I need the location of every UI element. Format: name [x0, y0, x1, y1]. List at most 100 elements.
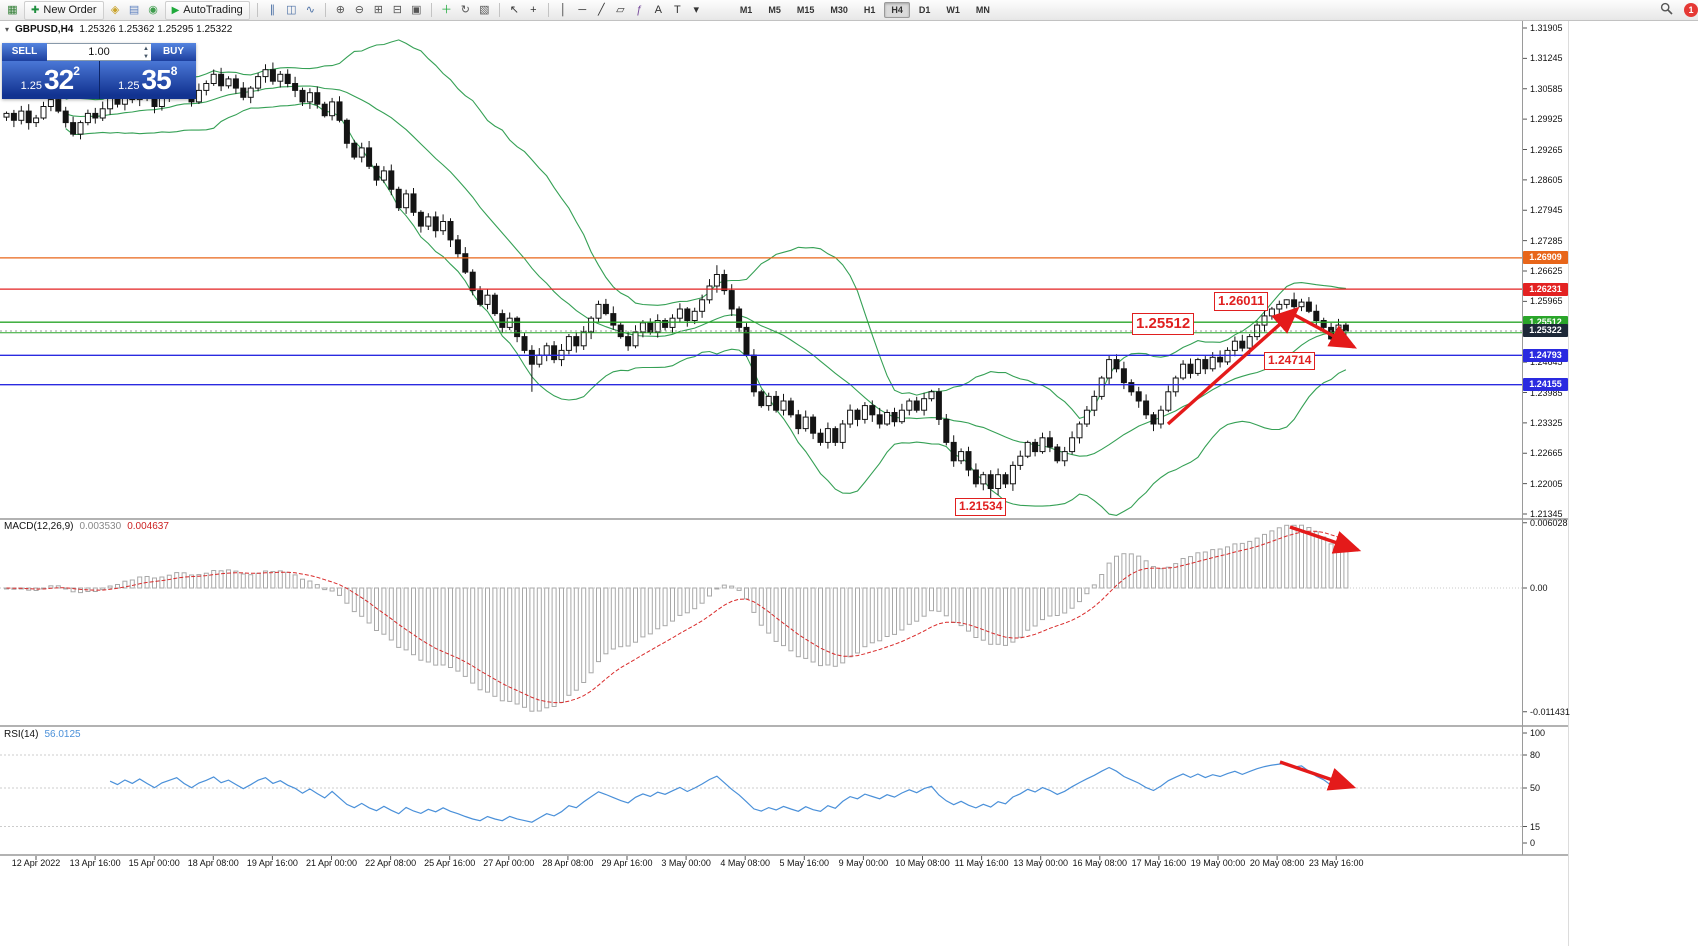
- bar-chart-icon[interactable]: ∥: [269, 4, 276, 16]
- timeframe-h4[interactable]: H4: [884, 2, 910, 18]
- time-axis-label: 3 May 00:00: [661, 858, 711, 868]
- volume-spinner[interactable]: ▲ ▼: [143, 45, 149, 61]
- sell-price-big: 32: [44, 64, 74, 95]
- horizontal-line-icon[interactable]: ─: [578, 4, 587, 16]
- timeframe-w1[interactable]: W1: [946, 5, 960, 15]
- price-axis-label: 1.27945: [1530, 205, 1563, 216]
- sell-button[interactable]: SELL: [2, 43, 47, 61]
- buy-button[interactable]: BUY: [151, 43, 196, 61]
- time-axis-label: 17 May 16:00: [1131, 858, 1187, 868]
- price-axis-label: 1.27285: [1530, 235, 1563, 246]
- rsi-axis-label: 15: [1530, 821, 1541, 832]
- resistance-price-callout: 1.25512: [1132, 313, 1195, 335]
- time-axis-label: 29 Apr 16:00: [601, 858, 653, 868]
- toolbar-separator: [547, 3, 549, 17]
- time-axis-label: 25 Apr 16:00: [424, 858, 476, 868]
- macd-axis-label: -0.011431: [1530, 706, 1570, 717]
- crosshair-icon[interactable]: +: [530, 4, 537, 16]
- price-axis-box-1.26909: 1.26909: [1523, 251, 1568, 265]
- market-watch-icon[interactable]: ▤: [128, 4, 140, 16]
- search-icon[interactable]: [1658, 2, 1675, 18]
- macd-axis-label: 0.006028: [1530, 517, 1568, 528]
- macd-down-arrow: [1289, 525, 1362, 554]
- time-axis-label: 22 Apr 08:00: [365, 858, 417, 868]
- vertical-line-icon[interactable]: │: [559, 4, 567, 16]
- notification-badge[interactable]: 1: [1684, 3, 1698, 17]
- rsi-name: RSI(14): [4, 729, 39, 740]
- timeframe-toolbar: M1 M5 M15 M30 H1 H4 D1 W1 MN: [732, 2, 998, 18]
- cascade-windows-icon[interactable]: ▣: [411, 4, 422, 16]
- time-axis-label: 19 Apr 16:00: [246, 858, 298, 868]
- line-chart-icon[interactable]: ∿: [305, 4, 315, 16]
- swing-low-price-callout: 1.21534: [955, 498, 1007, 516]
- tile-windows-icon[interactable]: ⊞: [373, 4, 383, 16]
- time-axis-label: 12 Apr 2022: [11, 858, 61, 868]
- time-axis-label: 16 May 08:00: [1072, 858, 1128, 868]
- macd-rsi-splitter[interactable]: [0, 725, 1568, 727]
- reversal-arrow: [1288, 310, 1357, 349]
- autotrading-button-label: AutoTrading: [183, 4, 243, 16]
- timeframe-m30[interactable]: M30: [830, 5, 848, 15]
- sell-price-prefix: 1.25: [20, 80, 43, 92]
- timeframe-m5[interactable]: M5: [768, 5, 781, 15]
- volume-value: 1.00: [88, 46, 110, 58]
- timeframe-d1[interactable]: D1: [918, 5, 931, 15]
- shapes-icon[interactable]: ▾: [693, 4, 700, 16]
- collapse-one-click-icon[interactable]: ▾: [5, 25, 10, 34]
- autotrading-button-icon: ▶: [171, 4, 180, 16]
- price-axis-label: 1.22005: [1530, 478, 1563, 489]
- time-axis-label: 4 May 08:00: [720, 858, 770, 868]
- time-axis-label: 13 May 00:00: [1013, 858, 1068, 868]
- toolbar-right-group: 1: [1657, 2, 1698, 18]
- app-icon[interactable]: ▦: [7, 4, 18, 16]
- price-axis-label: 1.22665: [1530, 448, 1563, 459]
- indicators-icon[interactable]: ＋: [440, 4, 452, 16]
- timeframe-m15[interactable]: M15: [796, 5, 815, 15]
- spinner-down-icon[interactable]: ▼: [143, 54, 149, 60]
- cycles-icon[interactable]: ↻: [460, 4, 470, 16]
- price-axis-label: 1.29925: [1530, 114, 1563, 125]
- chart-canvas[interactable]: [0, 0, 1568, 875]
- zoom-out-icon[interactable]: ⊖: [354, 4, 364, 16]
- rsi-timeaxis-splitter[interactable]: [0, 854, 1568, 856]
- rsi-axis-label: 100: [1530, 728, 1546, 738]
- trendline-icon[interactable]: ╱: [598, 4, 605, 16]
- price-axis-border: [1522, 20, 1523, 855]
- metaeditor-icon[interactable]: ◈: [110, 4, 120, 16]
- cursor-icon[interactable]: ↖: [509, 4, 519, 16]
- new-order-button-label: New Order: [43, 4, 97, 16]
- macd-axis-label: 0.00: [1530, 583, 1548, 593]
- price-axis-label: 1.23325: [1530, 417, 1563, 428]
- time-axis-label: 28 Apr 08:00: [542, 858, 594, 868]
- fibonacci-icon[interactable]: ƒ: [636, 4, 643, 16]
- timeframe-h1[interactable]: H1: [863, 5, 876, 15]
- rsi-down-arrow: [1279, 760, 1357, 791]
- navigator-icon[interactable]: ◉: [148, 4, 158, 16]
- time-axis-label: 9 May 00:00: [838, 858, 889, 868]
- buy-price-quote[interactable]: 1.25 35 8: [98, 61, 196, 99]
- chart-macd-splitter[interactable]: [0, 518, 1568, 520]
- macd-name: MACD(12,26,9): [4, 521, 74, 532]
- zoom-in-icon[interactable]: ⊕: [335, 4, 345, 16]
- channel-icon[interactable]: ▱: [616, 4, 625, 16]
- auto-arrange-icon[interactable]: ⊟: [392, 4, 402, 16]
- timeframe-m1[interactable]: M1: [739, 5, 753, 15]
- time-axis-label: 21 Apr 00:00: [305, 858, 358, 868]
- autotrading-button[interactable]: ▶ AutoTrading: [164, 0, 250, 20]
- timeframe-mn[interactable]: MN: [975, 5, 990, 15]
- label-icon[interactable]: T: [673, 4, 681, 16]
- price-axis-label: 1.28605: [1530, 174, 1563, 185]
- volume-input[interactable]: 1.00 ▲ ▼: [47, 43, 151, 61]
- templates-icon[interactable]: ▧: [479, 4, 490, 16]
- price-axis-label: 1.31905: [1530, 23, 1563, 33]
- candlestick-chart-icon[interactable]: ◫: [286, 4, 297, 16]
- spinner-up-icon[interactable]: ▲: [143, 46, 149, 52]
- symbol-header: ▾ GBPUSD,H4 1.25326 1.25362 1.25295 1.25…: [5, 24, 232, 35]
- main-toolbar: ▦ ✚ New Order ◈ ▤ ◉ ▶ AutoTrading ∥ ◫ ∿ ⊕ ⊖ ⊞ ⊟ ▣ ＋ ↻ ▧ ↖ + │…: [0, 0, 1698, 21]
- time-axis-label: 20 May 08:00: [1249, 858, 1305, 868]
- text-icon[interactable]: A: [654, 4, 662, 16]
- chart-window-right-edge: [1568, 20, 1569, 946]
- macd-value-1: 0.003530: [79, 521, 122, 532]
- sell-price-quote[interactable]: 1.25 32 2: [2, 61, 99, 99]
- new-order-button[interactable]: ✚ New Order: [24, 0, 104, 20]
